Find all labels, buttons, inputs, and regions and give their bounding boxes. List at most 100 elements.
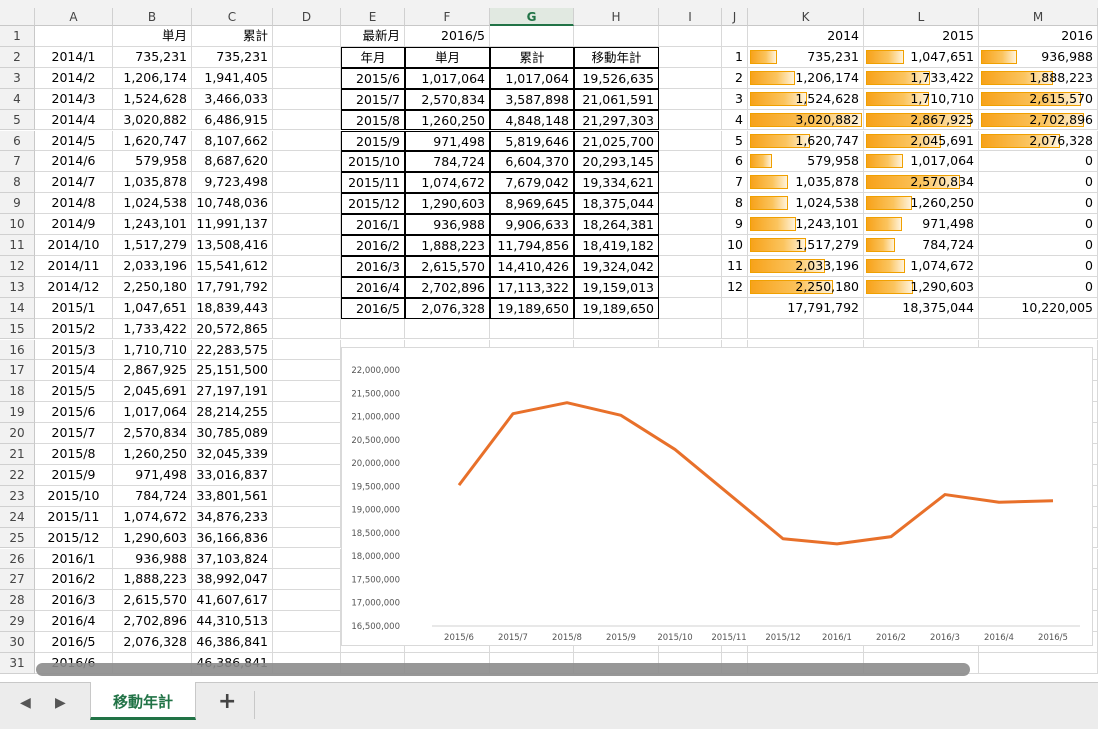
cell-a26[interactable]: 2016/1 (35, 549, 113, 570)
column-header-g[interactable]: G (490, 8, 574, 26)
cell-j4[interactable]: 3 (722, 89, 748, 110)
cell-d11[interactable] (273, 235, 341, 256)
cell-j15[interactable] (722, 319, 748, 340)
cell-d23[interactable] (273, 486, 341, 507)
cell-c1[interactable]: 累計 (192, 26, 273, 47)
next-sheet-icon[interactable]: ▶ (55, 695, 66, 711)
cell-m10[interactable]: 0 (979, 214, 1098, 235)
cell-d5[interactable] (273, 110, 341, 131)
cell-g8[interactable]: 7,679,042 (490, 172, 574, 193)
row-header[interactable]: 29 (0, 611, 35, 632)
cell-i4[interactable] (659, 89, 722, 110)
row-header[interactable]: 3 (0, 68, 35, 89)
cell-k3[interactable]: 1,206,174 (748, 68, 864, 89)
cell-k12[interactable]: 2,033,196 (748, 256, 864, 277)
cell-d24[interactable] (273, 507, 341, 528)
cell-k15[interactable] (748, 319, 864, 340)
cell-c30[interactable]: 46,386,841 (192, 632, 273, 653)
cell-l1[interactable]: 2015 (864, 26, 979, 47)
cell-l13[interactable]: 1,290,603 (864, 277, 979, 298)
select-all-corner[interactable] (0, 8, 35, 26)
row-header[interactable]: 10 (0, 214, 35, 235)
cell-k10[interactable]: 1,243,101 (748, 214, 864, 235)
cell-c9[interactable]: 10,748,036 (192, 193, 273, 214)
cell-a12[interactable]: 2014/11 (35, 256, 113, 277)
column-header-f[interactable]: F (405, 8, 490, 26)
cell-l8[interactable]: 2,570,834 (864, 172, 979, 193)
cell-c25[interactable]: 36,166,836 (192, 528, 273, 549)
cell-c22[interactable]: 33,016,837 (192, 465, 273, 486)
series-line-0[interactable] (459, 403, 1053, 544)
cell-a10[interactable]: 2014/9 (35, 214, 113, 235)
cell-a22[interactable]: 2015/9 (35, 465, 113, 486)
cell-d21[interactable] (273, 444, 341, 465)
cell-b30[interactable]: 2,076,328 (113, 632, 192, 653)
cell-b23[interactable]: 784,724 (113, 486, 192, 507)
cell-d16[interactable] (273, 340, 341, 361)
row-header[interactable]: 20 (0, 423, 35, 444)
cell-a11[interactable]: 2014/10 (35, 235, 113, 256)
cell-a1[interactable] (35, 26, 113, 47)
cell-d7[interactable] (273, 151, 341, 172)
cell-j3[interactable]: 2 (722, 68, 748, 89)
cell-g9[interactable]: 8,969,645 (490, 193, 574, 214)
cell-h12[interactable]: 19,324,042 (574, 256, 659, 277)
cell-d8[interactable] (273, 172, 341, 193)
cell-d25[interactable] (273, 528, 341, 549)
cell-i11[interactable] (659, 235, 722, 256)
cell-e14[interactable]: 2016/5 (341, 298, 405, 319)
cell-a15[interactable]: 2015/2 (35, 319, 113, 340)
cell-b28[interactable]: 2,615,570 (113, 590, 192, 611)
cell-e8[interactable]: 2015/11 (341, 172, 405, 193)
cell-c2[interactable]: 735,231 (192, 47, 273, 68)
horizontal-scrollbar[interactable] (36, 663, 970, 676)
cell-j8[interactable]: 7 (722, 172, 748, 193)
row-header[interactable]: 27 (0, 569, 35, 590)
column-header-j[interactable]: J (722, 8, 748, 26)
cell-l7[interactable]: 1,017,064 (864, 151, 979, 172)
cell-c5[interactable]: 6,486,915 (192, 110, 273, 131)
cell-m9[interactable]: 0 (979, 193, 1098, 214)
prev-sheet-icon[interactable]: ◀ (20, 695, 31, 711)
cell-j13[interactable]: 12 (722, 277, 748, 298)
cell-b12[interactable]: 2,033,196 (113, 256, 192, 277)
cell-f4[interactable]: 2,570,834 (405, 89, 490, 110)
cell-m4[interactable]: 2,615,570 (979, 89, 1098, 110)
row-header[interactable]: 15 (0, 319, 35, 340)
cell-d30[interactable] (273, 632, 341, 653)
cell-m5[interactable]: 2,702,896 (979, 110, 1098, 131)
cell-c7[interactable]: 8,687,620 (192, 151, 273, 172)
cell-k5[interactable]: 3,020,882 (748, 110, 864, 131)
row-header[interactable]: 30 (0, 632, 35, 653)
row-header[interactable]: 24 (0, 507, 35, 528)
cell-a27[interactable]: 2016/2 (35, 569, 113, 590)
cell-d19[interactable] (273, 402, 341, 423)
column-header-c[interactable]: C (192, 8, 273, 26)
cell-m15[interactable] (979, 319, 1098, 340)
row-header[interactable]: 5 (0, 110, 35, 131)
cell-j14[interactable] (722, 298, 748, 319)
cell-b5[interactable]: 3,020,882 (113, 110, 192, 131)
cell-a16[interactable]: 2015/3 (35, 340, 113, 361)
cell-l9[interactable]: 1,260,250 (864, 193, 979, 214)
row-header[interactable]: 9 (0, 193, 35, 214)
cell-a9[interactable]: 2014/8 (35, 193, 113, 214)
cell-i6[interactable] (659, 131, 722, 152)
cell-h2[interactable]: 移動年計 (574, 47, 659, 68)
cell-f8[interactable]: 1,074,672 (405, 172, 490, 193)
cell-a3[interactable]: 2014/2 (35, 68, 113, 89)
cell-m3[interactable]: 1,888,223 (979, 68, 1098, 89)
cell-c16[interactable]: 22,283,575 (192, 340, 273, 361)
cell-k8[interactable]: 1,035,878 (748, 172, 864, 193)
column-header-m[interactable]: M (979, 8, 1098, 26)
cell-h6[interactable]: 21,025,700 (574, 131, 659, 152)
cell-j6[interactable]: 5 (722, 131, 748, 152)
cell-a17[interactable]: 2015/4 (35, 360, 113, 381)
cell-l11[interactable]: 784,724 (864, 235, 979, 256)
cell-l14[interactable]: 18,375,044 (864, 298, 979, 319)
cell-c20[interactable]: 30,785,089 (192, 423, 273, 444)
cell-c18[interactable]: 27,197,191 (192, 381, 273, 402)
cell-b11[interactable]: 1,517,279 (113, 235, 192, 256)
cell-g7[interactable]: 6,604,370 (490, 151, 574, 172)
row-header[interactable]: 11 (0, 235, 35, 256)
